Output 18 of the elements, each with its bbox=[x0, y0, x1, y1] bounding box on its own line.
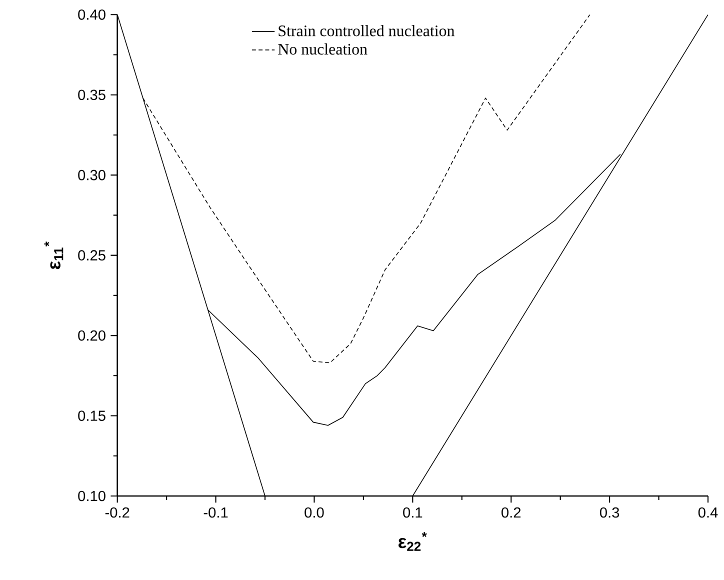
x-tick-label: 0.0 bbox=[304, 507, 324, 518]
x-tick-label: 0.1 bbox=[403, 507, 422, 518]
y-tick-label: 0.20 bbox=[78, 330, 106, 341]
y-tick-label: 0.10 bbox=[78, 490, 106, 502]
legend-label: Strain controlled nucleation bbox=[278, 25, 455, 36]
y-tick-label: 0.15 bbox=[78, 410, 106, 421]
x-tick-label: -0.1 bbox=[204, 507, 228, 518]
x-tick-label: 0.3 bbox=[600, 507, 620, 518]
y-tick-label: 0.40 bbox=[78, 9, 106, 20]
y-tick-label: 0.25 bbox=[78, 250, 106, 260]
y-tick-label: 0.35 bbox=[78, 90, 106, 100]
y-tick-label: 0.30 bbox=[78, 170, 106, 180]
y-axis-title: ε$_{11}$* bbox=[44, 241, 64, 270]
x-tick-label: -0.2 bbox=[105, 507, 130, 518]
x-tick-label: 0.4 bbox=[698, 507, 718, 518]
x-axis-title: ε$_{22}$* bbox=[398, 532, 427, 551]
legend-label: No nucleation bbox=[278, 43, 368, 55]
x-tick-label: 0.2 bbox=[502, 507, 521, 518]
